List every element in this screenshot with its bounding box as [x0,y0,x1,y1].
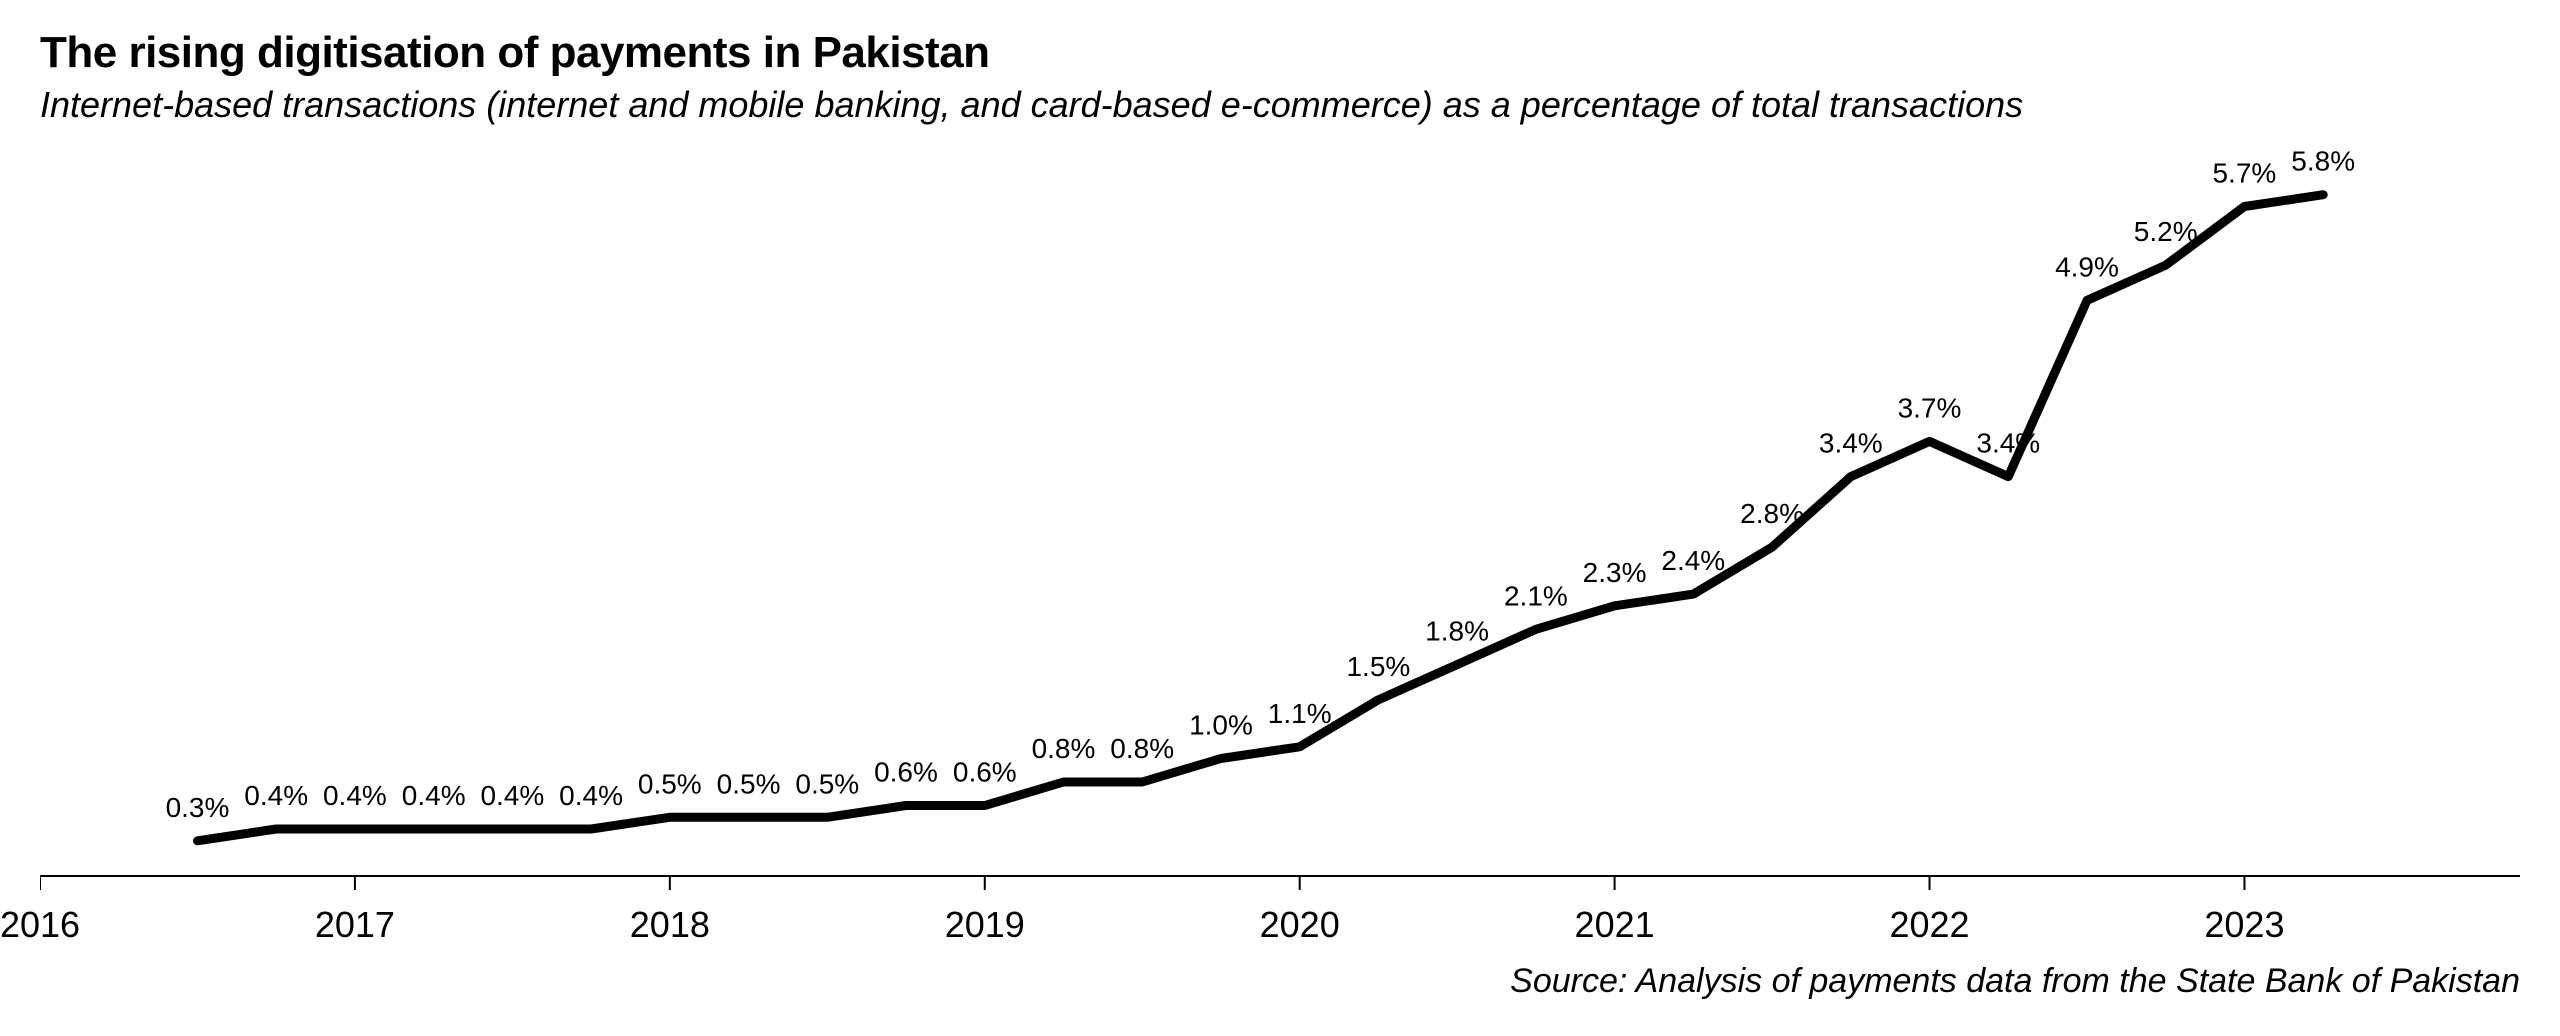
point-label: 3.7% [1898,392,1962,423]
point-label: 1.0% [1189,710,1253,741]
point-label: 0.6% [953,757,1017,788]
x-axis-label: 2020 [1260,904,1340,946]
point-label: 2.3% [1583,557,1647,588]
x-axis-label: 2017 [315,904,395,946]
point-label: 2.8% [1740,498,1804,529]
point-label: 0.4% [323,780,387,811]
point-label: 1.1% [1268,698,1332,729]
point-label: 3.4% [1819,428,1883,459]
point-label: 1.5% [1346,651,1410,682]
point-label: 2.4% [1661,545,1725,576]
chart-subtitle: Internet-based transactions (internet an… [40,84,2520,126]
point-label: 0.8% [1110,733,1174,764]
point-label: 0.4% [402,780,466,811]
x-axis-label: 2016 [0,904,80,946]
x-axis-label: 2022 [1889,904,1969,946]
x-axis-label: 2021 [1575,904,1655,946]
point-label: 0.8% [1032,733,1096,764]
chart-container: The rising digitisation of payments in P… [0,0,2560,1036]
point-label: 0.4% [559,780,623,811]
chart-svg: 0.3% 0.4% 0.4% 0.4% 0.4% 0.4% 0.5% 0.5% 0.5% 0.6%… [40,136,2520,896]
point-label: 2.1% [1504,580,1568,611]
chart-title: The rising digitisation of payments in P… [40,28,2520,78]
point-label: 1.8% [1425,616,1489,647]
line-chart: 0.3% 0.4% 0.4% 0.4% 0.4% 0.4% 0.5% 0.5% 0.5% 0.6%… [40,136,2520,896]
x-axis-label: 2023 [2204,904,2284,946]
point-label: 0.4% [480,780,544,811]
x-axis-label: 2018 [630,904,710,946]
point-label: 0.5% [638,768,702,799]
point-label: 0.5% [795,768,859,799]
point-label: 0.6% [874,757,938,788]
chart-source: Source: Analysis of payments data from t… [40,962,2520,1001]
point-label: 3.4% [1976,428,2040,459]
point-label: 0.4% [244,780,308,811]
point-label: 5.7% [2212,158,2276,189]
point-label: 0.3% [166,792,230,823]
point-label: 0.5% [717,768,781,799]
point-label: 4.9% [2055,251,2119,282]
x-axis-labels: 20162017201820192020202120222023 [40,896,2520,956]
point-label: 5.2% [2134,216,2198,247]
x-axis-label: 2019 [945,904,1025,946]
data-line [198,195,2324,841]
point-label: 5.8% [2291,146,2355,177]
